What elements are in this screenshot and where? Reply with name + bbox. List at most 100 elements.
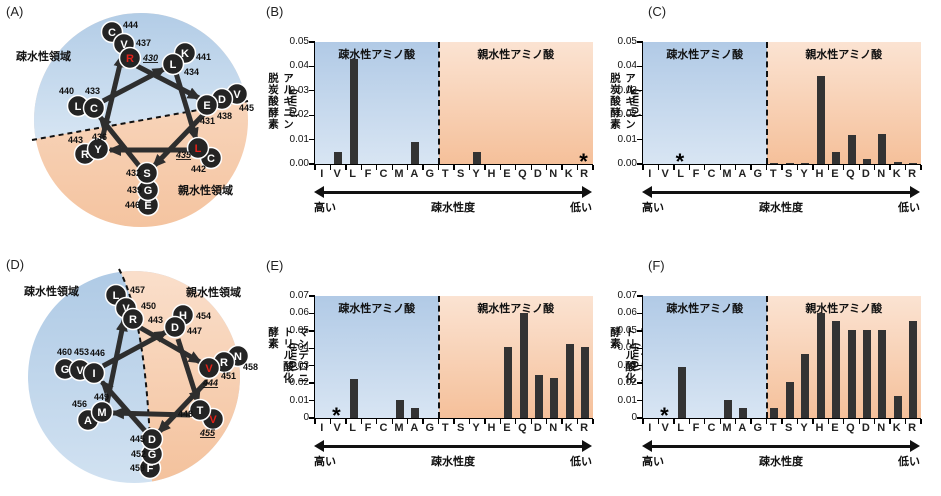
y-tick-mark (309, 347, 315, 349)
asterisk-R: * (579, 149, 588, 174)
x-category-L: L (349, 168, 356, 180)
x-tick-mark (406, 419, 409, 424)
x-category-T: T (441, 422, 449, 434)
residue-number: 451 (221, 371, 236, 381)
x-tick-mark (750, 165, 752, 170)
residue-letter: V (209, 414, 217, 426)
residue-letter: A (84, 415, 92, 427)
residue-number: 431 (200, 116, 215, 126)
sequence-arrow (156, 379, 209, 435)
residue-number: 438 (217, 111, 232, 121)
sequence-arrow (151, 112, 206, 169)
x-category-H: H (815, 422, 824, 434)
bar-A (411, 408, 420, 418)
x-tick-mark (765, 165, 768, 170)
x-category-R: R (580, 168, 589, 180)
y-tick-label: 0.02 (617, 109, 637, 121)
residue-number: 430 (142, 53, 158, 63)
x-category-K: K (892, 168, 901, 180)
y-tick-mark (309, 330, 315, 332)
sequence-arrow (110, 407, 191, 420)
residue-letter: N (234, 351, 242, 363)
residue-letter: R (81, 149, 89, 161)
y-tick-label: 0.04 (617, 342, 637, 354)
x-category-C: C (379, 422, 388, 434)
y-tick-mark (637, 330, 643, 332)
x-tick-mark (360, 419, 363, 424)
x-tick-mark (468, 419, 471, 424)
x-category-N: N (877, 168, 886, 180)
x-category-I: I (648, 422, 652, 434)
x-category-C: C (707, 168, 716, 180)
x-category-H: H (487, 168, 496, 180)
x-category-N: N (877, 422, 886, 434)
x-tick-mark (391, 419, 393, 424)
y-tick-mark (309, 312, 315, 315)
y-tick-label: 0.05 (617, 324, 637, 336)
x-tick-mark (657, 419, 660, 424)
x-category-G: G (425, 422, 435, 434)
x-tick-mark (499, 419, 502, 424)
residue-number: 432 (126, 168, 141, 178)
residue-letter: C (207, 153, 215, 165)
residue-letter: H (179, 310, 187, 322)
x-tick-mark (904, 165, 907, 170)
plot-area: 疎水性アミノ酸 親水性アミノ酸 * 0.07 0.06 0.05 0.04 0.03 0.0… (290, 290, 594, 427)
residue-number: 453 (74, 347, 89, 357)
x-tick-mark (484, 165, 486, 170)
residue-circle-R430 (118, 46, 142, 70)
x-tick-mark (750, 419, 752, 424)
y-tick-label: 0 (303, 412, 309, 423)
residue-number: 437 (136, 38, 151, 48)
zone-divider (765, 296, 768, 418)
x-tick-mark (812, 419, 814, 424)
residue-letter: D (218, 94, 226, 106)
x-category-S: S (784, 168, 793, 180)
residue-number: 443 (148, 315, 163, 325)
bar-Y (801, 162, 810, 164)
x-tick-mark (657, 165, 660, 170)
residue-circle-E431 (195, 93, 219, 117)
y-axis-title: マンデロニトリル酸化酵素 (U/ml) (266, 296, 309, 418)
y-tick-mark (309, 114, 315, 116)
plot-area: 疎水性アミノ酸 親水性アミノ酸 * 0.05 0.04 0.03 0.02 0.01 0.0… (618, 36, 922, 173)
bar-E (504, 347, 513, 418)
x-category-M: M (394, 422, 404, 434)
double-arrow (642, 440, 920, 452)
y-tick-label: 0.07 (289, 290, 309, 301)
x-category-F: F (692, 422, 700, 434)
x-tick-mark (889, 165, 891, 170)
residue-number: 446 (125, 200, 140, 210)
x-category-L: L (677, 168, 684, 180)
y-tick-mark (309, 138, 315, 141)
y-tick-label: 0.01 (617, 394, 637, 406)
y-tick-mark (309, 41, 315, 43)
axis-center-label: 疎水性度 (431, 456, 475, 468)
residue-letter: C (108, 27, 116, 39)
x-tick-mark (484, 419, 486, 424)
hydrophilic-region-label: 親水性領域 (186, 287, 241, 299)
axis-low-label: 低い (898, 456, 920, 468)
panel-label: (E) (266, 258, 284, 273)
x-tick-mark (391, 165, 393, 170)
x-category-G: G (753, 422, 763, 434)
bar-M (723, 399, 732, 418)
residue-letter: V (205, 363, 213, 375)
x-category-A: A (410, 422, 419, 434)
residue-number: 441 (196, 52, 211, 62)
residue-number: 457 (130, 285, 145, 295)
x-category-V: V (661, 168, 669, 180)
x-category-F: F (364, 422, 372, 434)
x-category-E: E (831, 422, 839, 434)
x-category-Q: Q (846, 422, 855, 434)
y-tick-label: 0.03 (289, 359, 309, 371)
residue-letter: L (113, 290, 120, 302)
x-category-Q: Q (518, 168, 527, 180)
hydrophobic-amino-label: 疎水性アミノ酸 (338, 303, 416, 315)
y-tick-mark (309, 417, 315, 419)
x-category-M: M (722, 168, 732, 180)
residue-circle-D447 (163, 315, 187, 339)
